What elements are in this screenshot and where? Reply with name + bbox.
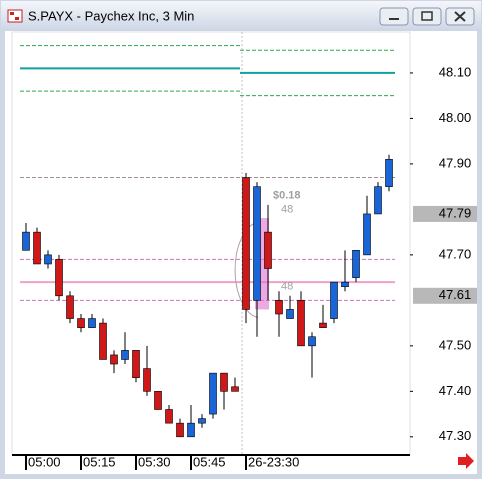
candle-body — [99, 322, 107, 360]
candle-body — [132, 350, 140, 378]
candle-body — [187, 422, 195, 438]
candle-body — [121, 350, 129, 360]
annotation: 48 — [281, 203, 293, 215]
price-label-box — [413, 287, 477, 304]
maximize-button[interactable] — [412, 7, 442, 26]
y-tick-label: 47.90 — [439, 155, 472, 170]
price-label: 47.79 — [439, 205, 472, 220]
candle-body — [231, 386, 239, 392]
price-label: 47.61 — [439, 287, 472, 302]
candle-body — [209, 372, 217, 415]
candle-body — [253, 186, 261, 301]
candle-body — [176, 422, 184, 438]
app-icon-part — [15, 17, 19, 20]
candle-body — [341, 281, 349, 288]
maximize-icon — [421, 11, 433, 21]
candle-body — [308, 336, 316, 347]
y-tick-label: 47.50 — [439, 337, 472, 352]
candle-body — [88, 318, 96, 328]
candle-body — [319, 322, 327, 328]
candle-body — [66, 295, 74, 319]
candle-body — [330, 281, 338, 319]
scroll-arrow[interactable] — [458, 453, 474, 469]
candle-body — [33, 231, 41, 265]
candle-body — [352, 250, 360, 278]
close-icon — [454, 11, 466, 22]
app-icon-part — [10, 12, 14, 15]
plot-layer: $0.18484848.1048.0047.9047.7047.5047.404… — [20, 32, 477, 470]
candle-body — [385, 159, 393, 187]
y-tick-label: 48.10 — [439, 64, 472, 79]
x-tick-label: 05:45 — [193, 454, 226, 469]
candle-body — [143, 368, 151, 392]
x-tick-label: 05:30 — [138, 454, 171, 469]
x-tick-label: 05:00 — [28, 454, 61, 469]
candle-body — [77, 318, 85, 328]
y-tick-label: 47.40 — [439, 383, 472, 398]
x-tick-label: 05:15 — [83, 454, 116, 469]
price-label-box — [413, 205, 477, 222]
candle-body — [165, 409, 173, 424]
candle-body — [154, 391, 162, 410]
y-tick-label: 47.30 — [439, 428, 472, 443]
candle-body — [220, 372, 228, 392]
candle-body — [198, 418, 206, 424]
candle-body — [275, 300, 283, 315]
annotation: 48 — [281, 281, 293, 293]
window-buttons[interactable] — [379, 7, 475, 26]
candle-body — [22, 231, 30, 251]
candle-body — [297, 300, 305, 347]
window-title: S.PAYX - Paychex Inc, 3 Min — [28, 8, 194, 23]
y-tick-label: 47.70 — [439, 246, 472, 261]
candle-body — [55, 259, 63, 297]
candle-body — [264, 231, 272, 269]
annotation: $0.18 — [273, 190, 301, 202]
candle-body — [286, 309, 294, 319]
x-tick-label: 26-23:30 — [248, 454, 299, 469]
candle-body — [374, 186, 382, 215]
y-tick-label: 48.00 — [439, 110, 472, 125]
candle-body — [110, 354, 118, 365]
candle-body — [44, 254, 52, 265]
candle-body — [363, 213, 371, 256]
minimize-button[interactable] — [379, 7, 409, 26]
candle-body — [242, 177, 250, 310]
app-icon — [7, 9, 23, 23]
